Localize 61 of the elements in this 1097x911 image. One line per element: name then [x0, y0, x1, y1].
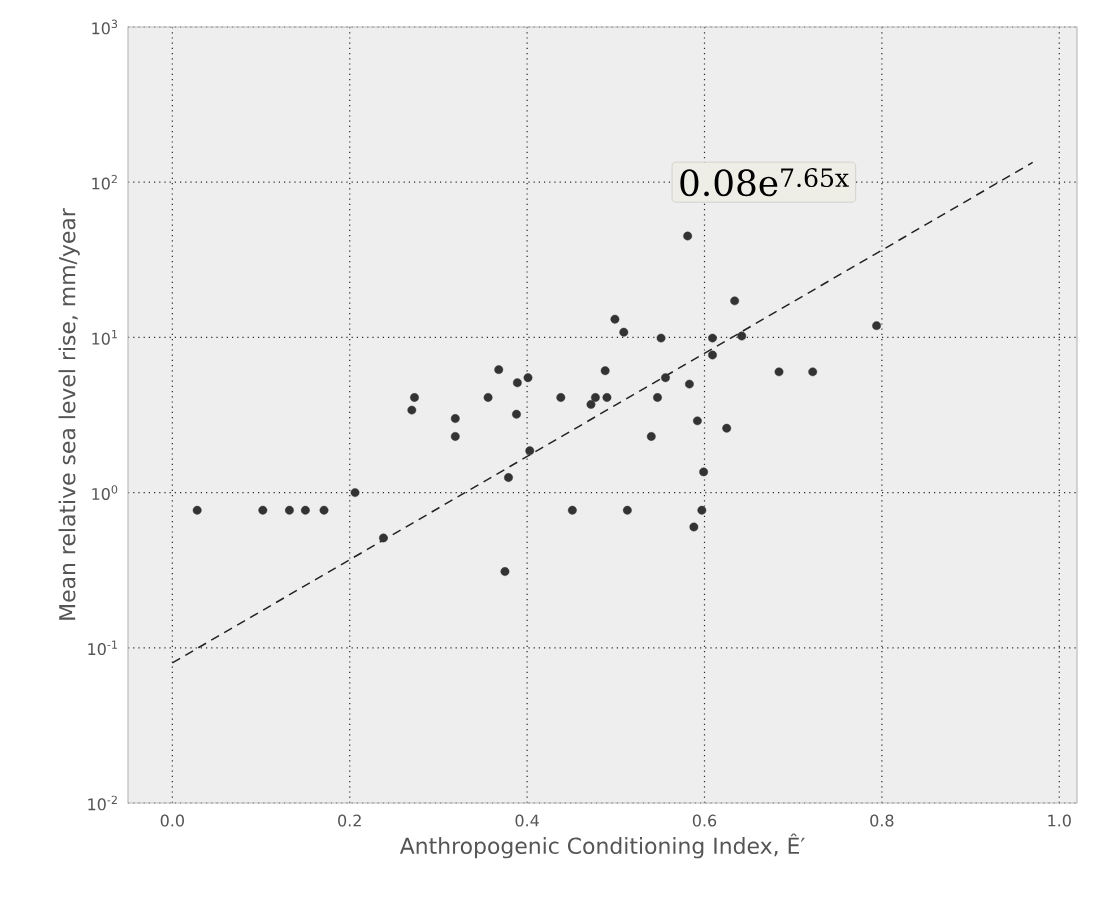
y-tick-label: 10$^{-2}$: [88, 795, 117, 811]
point: [407, 405, 417, 415]
point: [685, 379, 694, 389]
x-tick-label: 0.2: [338, 814, 361, 827]
point: [622, 505, 632, 515]
x-tick-label: 0.8: [870, 814, 894, 827]
point: [737, 331, 747, 341]
point: [653, 393, 662, 402]
point: [410, 393, 419, 402]
point: [774, 367, 784, 377]
point: [722, 423, 732, 433]
point: [350, 488, 360, 497]
point: [689, 522, 699, 532]
point: [567, 505, 577, 515]
point: [494, 365, 504, 375]
point: [646, 432, 656, 441]
x-tick-label: 0.0: [160, 814, 184, 827]
point: [683, 231, 693, 241]
annotation: 0.08e$^{7.65x}$: [680, 168, 849, 197]
point: [300, 505, 310, 515]
point: [661, 373, 670, 383]
point: [285, 505, 294, 515]
point: [708, 333, 717, 343]
point: [586, 400, 596, 409]
point: [258, 505, 268, 515]
point: [192, 505, 202, 515]
point: [656, 333, 666, 343]
point: [600, 366, 610, 376]
point: [556, 393, 566, 402]
point: [730, 296, 740, 306]
point: [450, 414, 460, 423]
x-tick-label: 0.4: [515, 814, 539, 827]
point: [483, 393, 493, 402]
y-tick-label: 10$^{0}$: [92, 485, 118, 500]
point: [619, 327, 629, 337]
point: [872, 321, 881, 331]
point: [379, 533, 388, 543]
point: [693, 416, 702, 426]
point: [699, 467, 709, 477]
point: [319, 505, 329, 515]
point: [591, 393, 600, 402]
point: [500, 567, 510, 576]
x-axis-title: Anthropogenic Conditioning Index, Ê′: [399, 833, 805, 859]
point: [504, 473, 513, 482]
x-tick-label: 0.6: [692, 814, 717, 827]
point: [450, 432, 460, 441]
y-tick-label: 10$^{3}$: [92, 19, 118, 35]
y-axis-title: Mean relative sea level rise, mm/year: [58, 208, 80, 620]
point: [512, 378, 522, 388]
point: [708, 350, 717, 360]
point: [525, 446, 535, 456]
point: [697, 505, 707, 515]
point: [523, 373, 533, 383]
point: [602, 393, 612, 402]
y-tick-label: 10$^{-1}$: [88, 640, 117, 656]
y-tick-label: 10$^{2}$: [92, 174, 117, 190]
point: [808, 367, 818, 377]
x-tick-label: 1.0: [1048, 814, 1071, 827]
y-tick-label: 10$^{1}$: [92, 330, 117, 345]
point: [512, 409, 521, 419]
point: [610, 314, 620, 324]
